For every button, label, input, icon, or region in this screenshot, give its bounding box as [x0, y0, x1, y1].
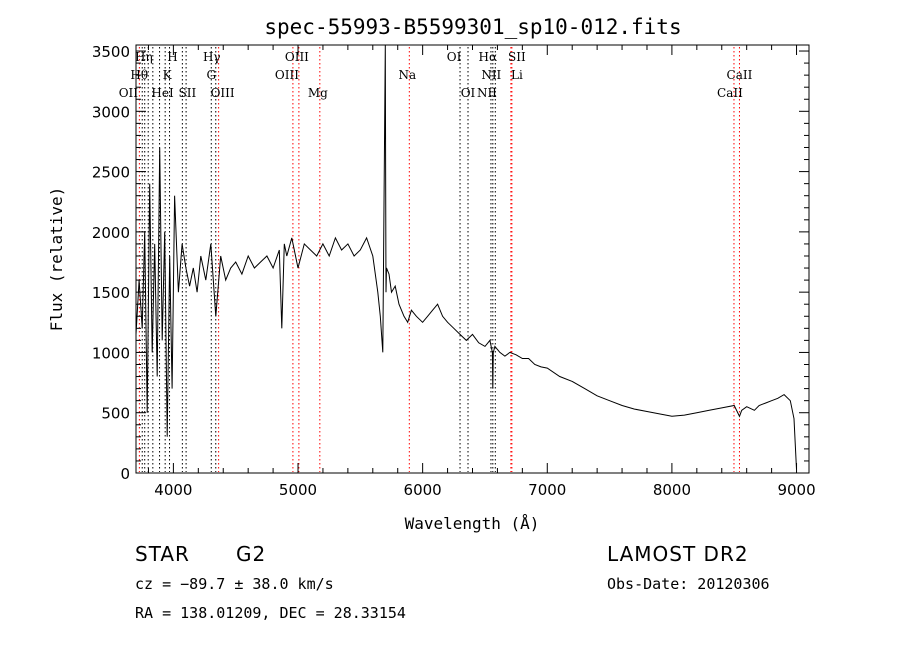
line-label: Hα	[479, 50, 498, 64]
line-label: OIII	[285, 50, 309, 64]
x-tick-label: 5000	[279, 481, 317, 499]
x-tick-label: 9000	[777, 481, 815, 499]
axis-ticks: 4000 5000 6000 7000 8000 9000 0 500 1000 1500 2000…	[92, 43, 816, 499]
line-label: Hη	[135, 50, 153, 64]
obs-date: Obs-Date: 20120306	[607, 575, 770, 593]
y-tick-label: 0	[120, 465, 130, 483]
line-label: OI	[447, 50, 462, 64]
y-tick-label: 2500	[92, 164, 130, 182]
line-label: CaII	[717, 86, 743, 100]
line-label: K	[163, 68, 173, 82]
y-axis-label: Flux (relative)	[47, 187, 66, 332]
y-tick-label: 3500	[92, 43, 130, 61]
line-label: NII	[481, 68, 501, 82]
y-tick-label: 3000	[92, 103, 130, 121]
line-label: Li	[511, 68, 523, 82]
line-label: OI	[461, 86, 476, 100]
x-tick-label: 6000	[404, 481, 442, 499]
line-label: Hγ	[203, 50, 221, 64]
spectrum-line	[135, 44, 797, 470]
x-tick-label: 8000	[653, 481, 691, 499]
line-label: H	[167, 50, 177, 64]
line-label: HeI	[151, 86, 174, 100]
line-label: Mg	[308, 86, 328, 100]
line-label: OIII	[275, 68, 299, 82]
redshift-readout: cz = −89.7 ± 38.0 km/s	[135, 575, 334, 593]
x-axis-label: Wavelength (Å)	[405, 514, 540, 533]
chart-title: spec-55993-B5599301_sp10-012.fits	[264, 15, 681, 39]
line-label: OII	[119, 86, 139, 100]
line-label: OIII	[211, 86, 235, 100]
line-label: NII	[477, 86, 497, 100]
x-tick-label: 4000	[154, 481, 192, 499]
line-label: SII	[179, 86, 197, 100]
series-group	[135, 44, 797, 470]
y-tick-label: 1000	[92, 344, 130, 362]
plot-frame	[135, 44, 810, 474]
y-tick-label: 2000	[92, 224, 130, 242]
line-label: G	[206, 68, 216, 82]
y-tick-label: 1500	[92, 284, 130, 302]
object-class: STAR	[135, 542, 190, 566]
survey-name: LAMOST DR2	[607, 542, 749, 566]
line-label: Na	[398, 68, 416, 82]
spectral-subclass: G2	[236, 542, 267, 566]
coordinates-readout: RA = 138.01209, DEC = 28.33154	[135, 604, 406, 622]
line-markers	[138, 47, 740, 472]
line-label: SII	[508, 50, 526, 64]
x-tick-label: 7000	[528, 481, 566, 499]
y-tick-label: 500	[101, 405, 130, 423]
line-label: CaII	[727, 68, 753, 82]
